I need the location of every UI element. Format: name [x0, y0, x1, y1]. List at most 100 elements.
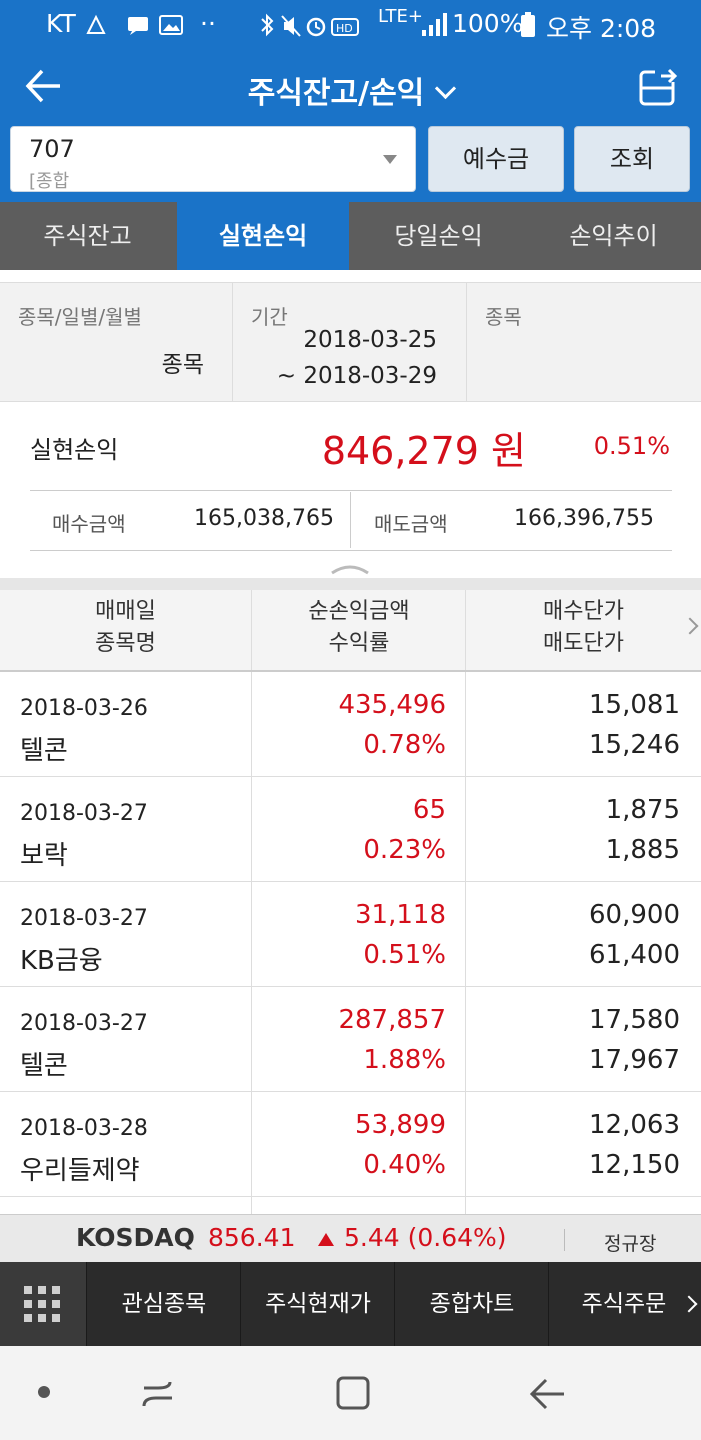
- network-label: LTE+: [378, 6, 423, 27]
- table-row[interactable]: 2018-03-28 우리들제약 53,899 0.40% 12,063 12,…: [0, 1092, 701, 1197]
- menu-grid-button[interactable]: [0, 1262, 86, 1346]
- chevron-down-icon: [435, 77, 457, 100]
- realized-pnl-amount: 846,279 원: [321, 429, 526, 473]
- header-sell-price: 매도단가: [543, 631, 624, 656]
- mode-value: 종목: [161, 352, 204, 378]
- table-row[interactable]: 2018-03-27 텔콘 287,857 1.88% 17,580 17,96…: [0, 987, 701, 1092]
- account-select[interactable]: 707 [종합: [10, 126, 416, 192]
- column-divider: [465, 777, 466, 881]
- table-row[interactable]: 2018-03-27 KB금융 31,118 0.51% 60,900 61,4…: [0, 882, 701, 987]
- stock-name: KB금융: [20, 946, 103, 976]
- screen-title-dropdown[interactable]: 주식잔고/손익: [0, 68, 701, 112]
- column-divider: [251, 777, 252, 881]
- divider: [564, 1229, 565, 1251]
- stock-selector[interactable]: 종목: [467, 283, 701, 401]
- return-rate: 0.78%: [363, 730, 446, 760]
- sell-price: 61,400: [589, 940, 680, 970]
- query-button[interactable]: 조회: [574, 126, 690, 192]
- header-name: 종목명: [95, 631, 156, 656]
- net-pnl: 287,857: [338, 1005, 446, 1035]
- carrier-label: KT: [46, 9, 76, 38]
- mode-label: 종목/일별/월별: [18, 305, 142, 329]
- menu-watchlist[interactable]: 관심종목: [86, 1262, 241, 1346]
- buy-price: 60,900: [589, 900, 680, 930]
- index-ticker[interactable]: KOSDAQ 856.41 5.44 (0.64%) 정규장: [0, 1214, 701, 1263]
- column-divider: [465, 1092, 466, 1196]
- section-gap: [0, 578, 701, 590]
- buy-price: 17,580: [589, 1005, 680, 1035]
- stock-name: 텔콘: [20, 1051, 68, 1081]
- period-start: 2018-03-25: [303, 327, 437, 353]
- net-pnl: 65: [412, 795, 446, 825]
- status-bar: KT ·· HD LTE+ 100%: [0, 0, 701, 50]
- back-button[interactable]: [20, 62, 68, 110]
- realized-pnl-rate: 0.51%: [593, 432, 670, 460]
- notification-icons: [86, 13, 196, 43]
- divider: [30, 490, 672, 491]
- filter-divider: [466, 283, 467, 401]
- mode-selector[interactable]: 종목/일별/월별 종목: [0, 283, 232, 401]
- nav-back-button[interactable]: [526, 1374, 570, 1418]
- back-arrow-icon: [25, 69, 60, 103]
- more-notifications: ··: [200, 9, 216, 38]
- trade-date: 2018-03-27: [20, 1011, 148, 1036]
- tab-daily-pnl[interactable]: 당일손익: [394, 222, 483, 250]
- return-rate: 0.23%: [363, 835, 446, 865]
- battery-percent: 100%: [452, 9, 524, 38]
- header-prices: 매수단가 매도단가: [466, 596, 701, 660]
- net-pnl: 31,118: [355, 900, 446, 930]
- net-pnl: 53,899: [355, 1110, 446, 1140]
- column-divider: [465, 882, 466, 986]
- account-number: 707: [29, 135, 75, 163]
- table-row[interactable]: 2018-03-26 텔콘 435,496 0.78% 15,081 15,24…: [0, 672, 701, 777]
- deposit-button[interactable]: 예수금: [428, 126, 564, 192]
- period-selector[interactable]: 기간 2018-03-25 ~ 2018-03-29: [233, 283, 465, 401]
- system-nav-bar: [0, 1346, 701, 1440]
- tab-bar: 주식잔고 실현손익 당일손익 손익추이: [0, 202, 701, 270]
- column-divider: [465, 672, 466, 776]
- table-row[interactable]: 2018-03-27 보락 65 0.23% 1,875 1,885: [0, 777, 701, 882]
- sell-price: 1,885: [605, 835, 680, 865]
- tab-pnl-trend[interactable]: 손익추이: [569, 222, 658, 250]
- trade-date: 2018-03-28: [20, 1116, 148, 1141]
- collapse-handle[interactable]: [330, 560, 370, 575]
- column-divider: [465, 590, 466, 670]
- recent-apps-button[interactable]: [138, 1374, 178, 1418]
- tab-realized-pnl[interactable]: 실현손익: [177, 202, 349, 270]
- index-change: 5.44 (0.64%): [344, 1223, 507, 1252]
- return-rate: 1.88%: [363, 1045, 446, 1075]
- tab-stock-balance[interactable]: 주식잔고: [43, 222, 132, 250]
- buy-price: 12,063: [589, 1110, 680, 1140]
- header-rate: 수익률: [328, 631, 390, 656]
- realized-pnl-label: 실현손익: [30, 436, 119, 464]
- stock-name: 보락: [20, 841, 68, 871]
- period-label: 기간: [251, 305, 288, 329]
- clock: 오후 2:08: [546, 14, 657, 43]
- menu-current-price[interactable]: 주식현재가: [240, 1262, 395, 1346]
- battery-icon: [520, 12, 536, 44]
- table-row-partial: [0, 1197, 701, 1214]
- share-button[interactable]: [635, 62, 683, 110]
- app-header: 주식잔고/손익: [0, 50, 701, 122]
- menu-chart[interactable]: 종합차트: [394, 1262, 549, 1346]
- menu-order[interactable]: 주식주문: [548, 1262, 699, 1346]
- table-header: 매매일 종목명 순손익금액 수익률 매수단가 매도단가: [0, 590, 701, 672]
- stock-name: 우리들제약: [20, 1156, 140, 1186]
- return-rate: 0.51%: [363, 940, 446, 970]
- trade-date: 2018-03-27: [20, 801, 148, 826]
- page-title: 주식잔고/손익: [247, 76, 425, 111]
- trade-date: 2018-03-26: [20, 696, 148, 721]
- nav-dot-icon[interactable]: [38, 1386, 50, 1398]
- account-bar: 707 [종합 예수금 조회: [0, 122, 701, 202]
- nav-back-icon: [529, 1378, 564, 1410]
- home-button[interactable]: [334, 1374, 374, 1418]
- stock-name: 텔콘: [20, 736, 68, 766]
- column-divider: [251, 590, 252, 670]
- sell-price: 17,967: [589, 1045, 680, 1075]
- sell-amount-label: 매도금액: [374, 512, 448, 536]
- svg-text:HD: HD: [336, 22, 353, 35]
- buy-amount-label: 매수금액: [52, 512, 126, 536]
- stock-label: 종목: [485, 305, 522, 329]
- system-icons: HD: [258, 13, 370, 45]
- signal-icon: [420, 12, 448, 44]
